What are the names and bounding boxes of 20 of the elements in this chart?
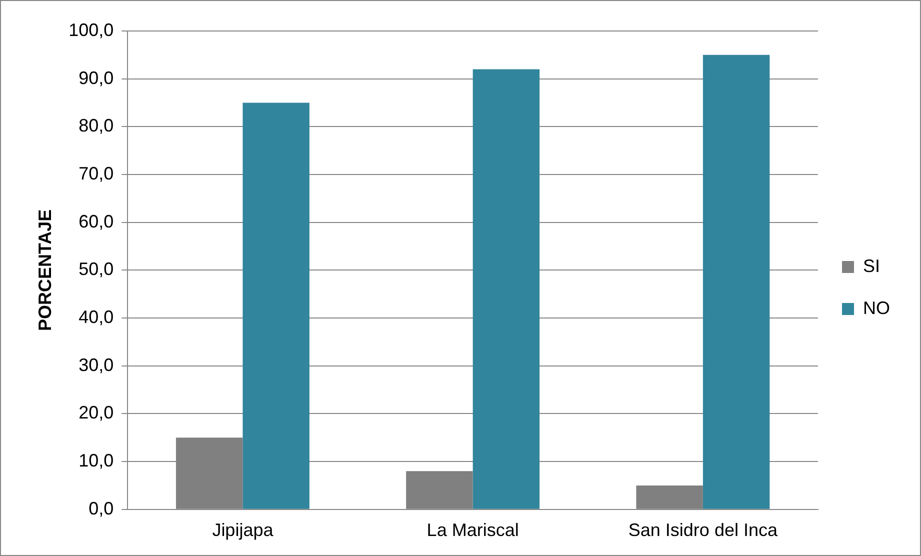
y-tick-label: 30,0 bbox=[78, 354, 114, 375]
y-axis-title: PORCENTAJE bbox=[34, 209, 55, 332]
y-tick-label: 0,0 bbox=[88, 498, 114, 518]
legend-label: SI bbox=[863, 256, 880, 276]
y-tick-label: 20,0 bbox=[78, 402, 114, 423]
x-tick-label: Jipijapa bbox=[212, 520, 274, 540]
y-tick-label: 50,0 bbox=[78, 259, 114, 280]
y-tick-label: 100,0 bbox=[68, 20, 114, 40]
y-tick-label: 10,0 bbox=[78, 450, 114, 471]
y-tick-label: 90,0 bbox=[78, 68, 114, 88]
y-tick-label: 70,0 bbox=[78, 163, 114, 184]
bar bbox=[702, 54, 770, 509]
y-tick-label: 60,0 bbox=[78, 211, 114, 232]
x-tick-label: San Isidro del Inca bbox=[628, 520, 778, 540]
y-tick-label: 40,0 bbox=[78, 307, 114, 328]
y-tick-label: 80,0 bbox=[78, 116, 114, 136]
bar bbox=[472, 69, 540, 509]
legend-label: NO bbox=[863, 298, 890, 318]
x-tick-label: La Mariscal bbox=[426, 520, 519, 540]
bar bbox=[242, 102, 310, 509]
